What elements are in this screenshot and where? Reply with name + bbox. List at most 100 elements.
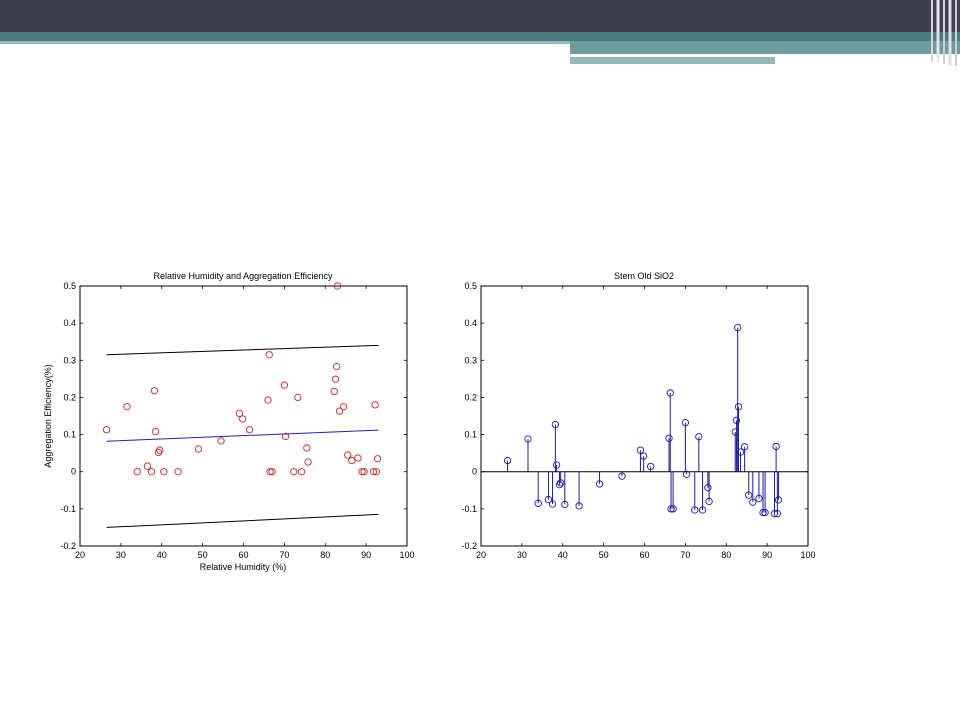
stem-marker (759, 508, 767, 517)
data-point (217, 437, 225, 445)
x-tick-label: 30 (517, 550, 527, 560)
x-tick-label: 80 (320, 550, 330, 560)
slide-accent-stripe (0, 32, 960, 41)
slide-accent-stripe-right (570, 41, 960, 54)
stem-marker (749, 498, 757, 506)
y-tick-label: 0.2 (63, 392, 76, 402)
slide-decorative-lines (931, 0, 957, 66)
x-tick-label: 40 (558, 550, 568, 560)
x-tick-label: 20 (476, 550, 486, 560)
stem-marker (772, 442, 780, 451)
chart-title: Relative Humidity and Aggregation Effici… (154, 271, 333, 281)
data-point (344, 451, 352, 459)
data-point (268, 468, 276, 476)
data-point (281, 432, 290, 441)
x-tick-label: 50 (599, 550, 609, 560)
chart-title: Stem Old SiO2 (614, 271, 674, 281)
stem-marker (773, 510, 781, 518)
stem-marker (524, 435, 532, 443)
stem-marker (595, 480, 604, 488)
stem-marker (636, 446, 645, 454)
data-point (245, 426, 254, 434)
data-point (150, 387, 159, 395)
y-tick-label: 0.3 (63, 355, 76, 365)
stem-marker (732, 416, 741, 425)
stem-marker (665, 434, 673, 442)
x-tick-label: 90 (762, 550, 772, 560)
x-tick-label: 60 (639, 550, 649, 560)
stem-marker (681, 419, 690, 427)
data-point (280, 381, 289, 389)
data-point (339, 403, 348, 411)
data-point (354, 454, 362, 462)
data-point (335, 407, 344, 415)
data-point (358, 468, 366, 476)
stem-marker (503, 456, 512, 465)
data-point (239, 415, 247, 423)
slide-accent-divider (570, 54, 890, 57)
stem-marker (682, 470, 691, 478)
stem-marker (669, 505, 677, 513)
y-tick-label: 0.3 (464, 355, 477, 365)
x-tick-label: 70 (680, 550, 690, 560)
data-point (348, 456, 356, 465)
y-tick-label: 0.1 (63, 430, 76, 440)
stem-marker (695, 433, 703, 441)
stem-marker (667, 505, 675, 513)
stem-marker (575, 502, 583, 510)
stem-marker (544, 495, 553, 504)
data-point (174, 468, 182, 476)
stem-marker (548, 500, 557, 508)
stem-marker (640, 452, 648, 460)
stem-marker (740, 443, 749, 451)
stem-marker (705, 497, 713, 506)
stem-marker (557, 479, 565, 487)
data-point (102, 426, 111, 434)
stem-marker (698, 506, 707, 514)
data-point (330, 387, 338, 396)
stem-marker (534, 499, 542, 507)
data-point (303, 444, 311, 452)
stem-marker (755, 494, 763, 503)
data-point (372, 468, 380, 476)
x-tick-label: 30 (116, 550, 126, 560)
x-tick-label: 80 (721, 550, 731, 560)
data-point (123, 403, 131, 411)
x-tick-label: 90 (361, 550, 371, 560)
x-tick-label: 100 (399, 550, 414, 560)
y-tick-label: 0.2 (464, 392, 477, 402)
x-tick-label: 70 (279, 550, 289, 560)
fit-line (106, 429, 379, 442)
data-point (147, 468, 156, 476)
y-tick-label: 0.5 (63, 281, 76, 291)
x-tick-label: 100 (800, 550, 815, 560)
data-point (371, 401, 379, 409)
y-tick-label: -0.2 (60, 541, 76, 551)
slide-accent-stripe-short (570, 57, 775, 64)
stem-marker (618, 472, 626, 480)
stem-marker (745, 491, 753, 499)
stem-marker (666, 389, 674, 397)
stem-marker (736, 448, 745, 456)
y-tick-label: 0.5 (464, 281, 477, 291)
data-point (360, 468, 368, 476)
x-tick-label: 60 (238, 550, 248, 560)
stem-marker (774, 496, 783, 504)
data-point (156, 446, 164, 454)
data-point (151, 427, 160, 436)
stem-marker (555, 481, 564, 489)
y-tick-label: 0.4 (63, 318, 76, 328)
data-point (290, 468, 298, 476)
data-point (264, 396, 272, 404)
slide-accent-stripe-light (0, 41, 570, 44)
slide-header-bar (0, 0, 960, 32)
data-point (265, 351, 273, 359)
stem-marker (734, 323, 742, 332)
data-point (266, 468, 274, 476)
data-point (133, 468, 141, 476)
data-point (304, 458, 312, 466)
x-tick-label: 50 (198, 550, 208, 560)
x-tick-label: 40 (157, 550, 167, 560)
stem-marker (734, 403, 743, 411)
